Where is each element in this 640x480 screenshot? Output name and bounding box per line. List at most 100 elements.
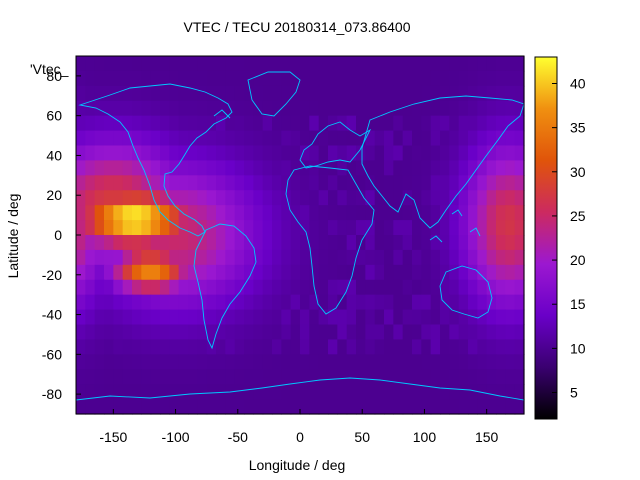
heatmap-cell	[262, 205, 273, 221]
heatmap-cell	[309, 190, 320, 206]
heatmap-cell	[104, 235, 114, 251]
heatmap-cell	[290, 130, 301, 147]
heatmap-cell	[412, 56, 422, 72]
heatmap-cell	[505, 249, 516, 266]
heatmap-cell	[496, 249, 506, 266]
heatmap-cell	[150, 369, 161, 385]
heatmap-cell	[132, 339, 142, 355]
heatmap-cell	[421, 324, 432, 341]
heatmap-cell	[253, 145, 264, 162]
heatmap-cell	[412, 249, 422, 266]
heatmap-cell	[421, 264, 432, 281]
heatmap-cell	[178, 324, 189, 341]
heatmap-cell	[169, 384, 180, 400]
heatmap-cell	[76, 339, 86, 355]
heatmap-cell	[244, 369, 254, 385]
heatmap-cell	[356, 100, 366, 117]
heatmap-cell	[421, 369, 432, 385]
heatmap-cell	[393, 369, 404, 385]
heatmap-cell	[374, 190, 385, 206]
heatmap-cell	[328, 70, 338, 87]
heatmap-cell	[430, 235, 441, 251]
heatmap-cell	[290, 324, 301, 341]
heatmap-cell	[505, 85, 516, 102]
heatmap-cell	[234, 324, 245, 341]
heatmap-cell	[244, 85, 254, 102]
heatmap-cell	[160, 354, 170, 370]
heatmap-cell	[514, 130, 525, 147]
heatmap-cell	[262, 324, 273, 341]
heatmap-cell	[122, 115, 133, 132]
heatmap-cell	[384, 190, 394, 206]
heatmap-cell	[337, 85, 348, 102]
y-tick-label: -80	[42, 386, 62, 402]
heatmap-cell	[169, 175, 180, 191]
heatmap-cell	[505, 369, 516, 385]
heatmap-cell	[309, 85, 320, 102]
heatmap-cell	[328, 339, 338, 355]
heatmap-cell	[234, 294, 245, 311]
heatmap-cell	[216, 369, 226, 385]
heatmap-cell	[365, 339, 376, 355]
coastline-overlay	[75, 71, 525, 415]
heatmap-cell	[477, 399, 488, 415]
heatmap-cell	[430, 324, 441, 341]
heatmap-cell	[356, 145, 366, 162]
heatmap-cell	[253, 56, 264, 72]
heatmap-cell	[122, 220, 133, 236]
heatmap-cell	[300, 399, 310, 415]
heatmap-cell	[374, 100, 385, 117]
heatmap-cell	[244, 160, 254, 176]
heatmap-cell	[188, 205, 198, 221]
heatmap-cell	[458, 279, 469, 296]
heatmap-cell	[458, 145, 469, 162]
heatmap-cell	[449, 70, 460, 87]
heatmap-cell	[337, 354, 348, 370]
heatmap-cell	[356, 279, 366, 296]
heatmap-cell	[468, 384, 478, 400]
heatmap-cell	[76, 220, 86, 236]
heatmap-cell	[76, 279, 86, 296]
heatmap-cell	[94, 384, 105, 400]
heatmap-cell	[300, 309, 310, 326]
heatmap-cell	[169, 235, 180, 251]
heatmap-cell	[440, 115, 450, 132]
heatmap-cell	[449, 145, 460, 162]
heatmap-cell	[272, 70, 282, 87]
heatmap-cell	[113, 70, 124, 87]
heatmap-cell	[150, 309, 161, 326]
heatmap-cell	[393, 264, 404, 281]
heatmap-cell	[514, 249, 525, 266]
heatmap-cell	[496, 160, 506, 176]
heatmap-cell	[206, 85, 217, 102]
heatmap-cell	[141, 85, 152, 102]
heatmap-cell	[430, 249, 441, 266]
heatmap-cell	[281, 384, 292, 400]
heatmap-cell	[122, 399, 133, 415]
heatmap-cell	[85, 175, 96, 191]
heatmap-cell	[169, 115, 180, 132]
heatmap-cell	[356, 354, 366, 370]
heatmap-cell	[328, 205, 338, 221]
heatmap-cell	[141, 399, 152, 415]
heatmap-cell	[85, 235, 96, 251]
heatmap-cell	[421, 249, 432, 266]
heatmap-cell	[402, 264, 413, 281]
heatmap-cell	[496, 294, 506, 311]
heatmap-cell	[496, 205, 506, 221]
heatmap-cell	[384, 324, 394, 341]
heatmap-cell	[374, 324, 385, 341]
heatmap-cell	[76, 309, 86, 326]
heatmap-cell	[346, 190, 357, 206]
heatmap-cell	[318, 70, 329, 87]
heatmap-cell	[281, 145, 292, 162]
heatmap-cell	[337, 205, 348, 221]
heatmap-cell	[496, 399, 506, 415]
heatmap-cell	[393, 100, 404, 117]
heatmap-cell	[346, 70, 357, 87]
heatmap-cell	[514, 205, 525, 221]
heatmap-cell	[421, 205, 432, 221]
y-tick-label: -20	[42, 267, 62, 283]
heatmap-cell	[272, 369, 282, 385]
heatmap-cell	[122, 384, 133, 400]
